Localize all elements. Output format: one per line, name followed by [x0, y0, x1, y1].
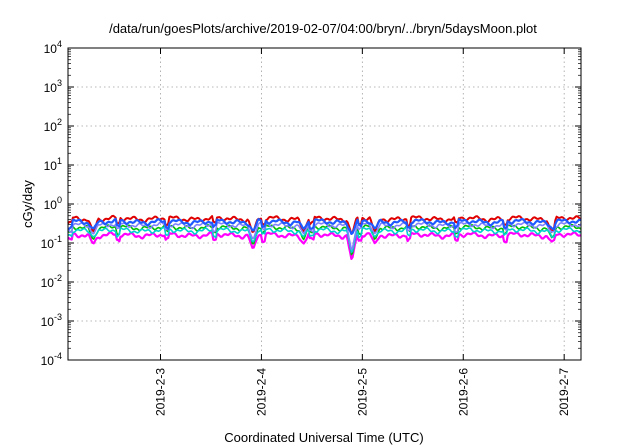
y-tick-label: 102	[44, 117, 62, 134]
series-line	[67, 226, 582, 254]
x-axis-label: Coordinated Universal Time (UTC)	[224, 430, 423, 445]
y-tick-label: 10-2	[41, 273, 62, 290]
series-lines	[67, 214, 582, 260]
x-tick-label: 2019-2-3	[154, 368, 168, 416]
x-tick-label: 2019-2-7	[557, 368, 571, 416]
y-tick-label: 100	[44, 195, 62, 212]
y-tick-label: 10-4	[41, 351, 62, 368]
x-tick-label: 2019-2-5	[355, 368, 369, 416]
x-tick-label: 2019-2-6	[456, 368, 470, 416]
y-tick-label: 103	[44, 78, 62, 95]
grid	[68, 48, 581, 360]
series-line	[67, 231, 582, 260]
y-tick-label: 10-1	[41, 234, 62, 251]
y-tick-label: 104	[44, 39, 62, 56]
x-tick-label: 2019-2-4	[254, 368, 268, 416]
chart-title: /data/run/goesPlots/archive/2019-02-07/0…	[109, 21, 537, 36]
series-line	[67, 217, 582, 235]
y-axis-label: cGy/day	[20, 180, 35, 228]
y-tick-label: 10-3	[41, 312, 62, 329]
plot-frame	[67, 47, 582, 361]
axis-ticks: 10-4 10-3 10-2 10-1 100 101 102 103 104 2019-2-3 2…	[41, 39, 581, 416]
y-tick-label: 101	[44, 156, 62, 173]
series-line	[67, 224, 582, 256]
